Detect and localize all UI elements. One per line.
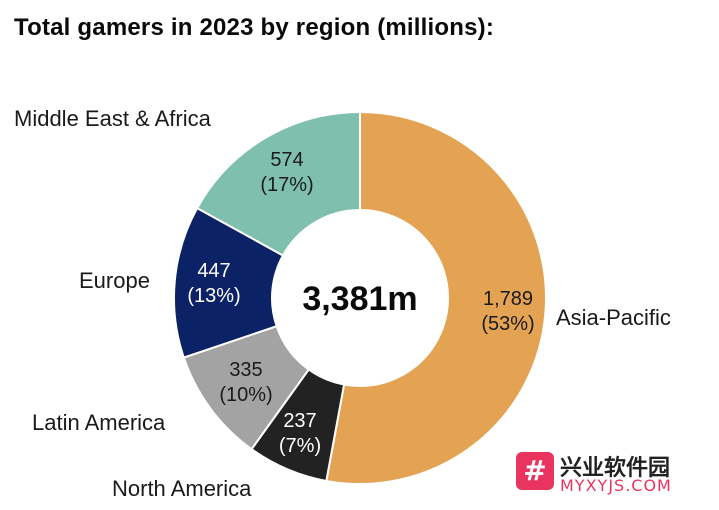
region-name-label: North America	[112, 476, 252, 501]
region-name-label: Middle East & Africa	[14, 106, 212, 131]
donut-hole	[272, 210, 448, 386]
center-total-label: 3,381m	[302, 280, 417, 318]
slice-percent-label: (13%)	[187, 285, 240, 307]
slice-value-label: 335	[229, 359, 262, 381]
watermark-chinese-text: 兴业软件园	[560, 456, 671, 481]
slice-value-label: 447	[197, 260, 230, 282]
region-name-label: Latin America	[32, 410, 166, 435]
region-name-label: Europe	[79, 268, 150, 293]
slice-value-label: 574	[270, 149, 303, 171]
slice-value-label: 1,789	[483, 288, 533, 310]
slice-percent-label: (7%)	[279, 435, 321, 457]
slice-value-label: 237	[283, 410, 316, 432]
region-name-label: Asia-Pacific	[556, 305, 671, 330]
slice-percent-label: (10%)	[219, 384, 272, 406]
watermark-logo-icon: #	[516, 452, 554, 490]
slice-percent-label: (53%)	[481, 313, 534, 335]
slice-percent-label: (17%)	[260, 174, 313, 196]
chart-title: Total gamers in 2023 by region (millions…	[14, 14, 495, 41]
watermark-english-text: MYXYJS.COM	[560, 476, 672, 495]
